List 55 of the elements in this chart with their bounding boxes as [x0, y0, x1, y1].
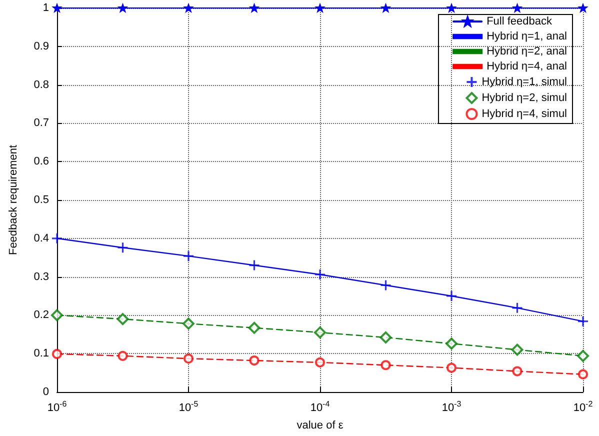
point [184, 354, 194, 364]
point [250, 4, 259, 12]
point [511, 344, 524, 356]
point [248, 322, 260, 334]
point [184, 4, 193, 12]
point [512, 366, 522, 376]
y-tick-label: 0.4 [34, 232, 49, 244]
point [380, 360, 391, 370]
y-tick-label: 0.8 [34, 78, 49, 91]
legend-label: Hybrid η=1, simul [482, 76, 568, 88]
y-tick-label: 0.5 [34, 194, 49, 206]
point [118, 350, 128, 361]
point [118, 4, 128, 12]
x-axis-title: value of ε [296, 420, 344, 432]
point [182, 318, 194, 330]
y-tick-label: 1 [42, 2, 49, 14]
point [182, 250, 194, 262]
y-tick-label: 0.3 [34, 270, 49, 283]
point [380, 331, 392, 344]
point [116, 242, 129, 254]
y-tick-label: 0.2 [34, 309, 49, 322]
point [316, 4, 324, 12]
y-tick-label: 0.9 [34, 40, 49, 52]
point [578, 369, 588, 380]
point [315, 357, 325, 368]
point [446, 362, 456, 373]
y-tick-label: 0.1 [34, 348, 49, 360]
legend-label: Hybrid η=2, anal [486, 46, 568, 58]
legend-label: Hybrid η=2, simul [482, 92, 568, 104]
point [380, 279, 392, 292]
point [51, 309, 63, 322]
y-tick-label: 0 [42, 386, 49, 398]
point [511, 302, 524, 314]
point [446, 290, 458, 302]
point [249, 356, 260, 366]
point [314, 326, 326, 338]
point [577, 350, 589, 362]
y-axis-title: Feedback requirement [8, 144, 20, 256]
legend-label: Hybrid η=4, anal [486, 60, 568, 72]
legend-label: Hybrid η=1, anal [486, 30, 568, 42]
point [314, 268, 326, 280]
point [447, 4, 456, 12]
legend-label: Hybrid η=4, simul [482, 108, 568, 120]
point [446, 338, 458, 350]
point [577, 316, 589, 328]
point [51, 232, 63, 244]
point [578, 4, 588, 12]
y-tick-label: 0.7 [34, 117, 49, 130]
y-tick-label: 0.6 [34, 156, 49, 168]
point [381, 4, 390, 12]
point [116, 313, 129, 326]
point [52, 348, 62, 359]
legend-label: Full feedback [486, 16, 553, 28]
point [512, 4, 522, 12]
point [248, 259, 260, 272]
